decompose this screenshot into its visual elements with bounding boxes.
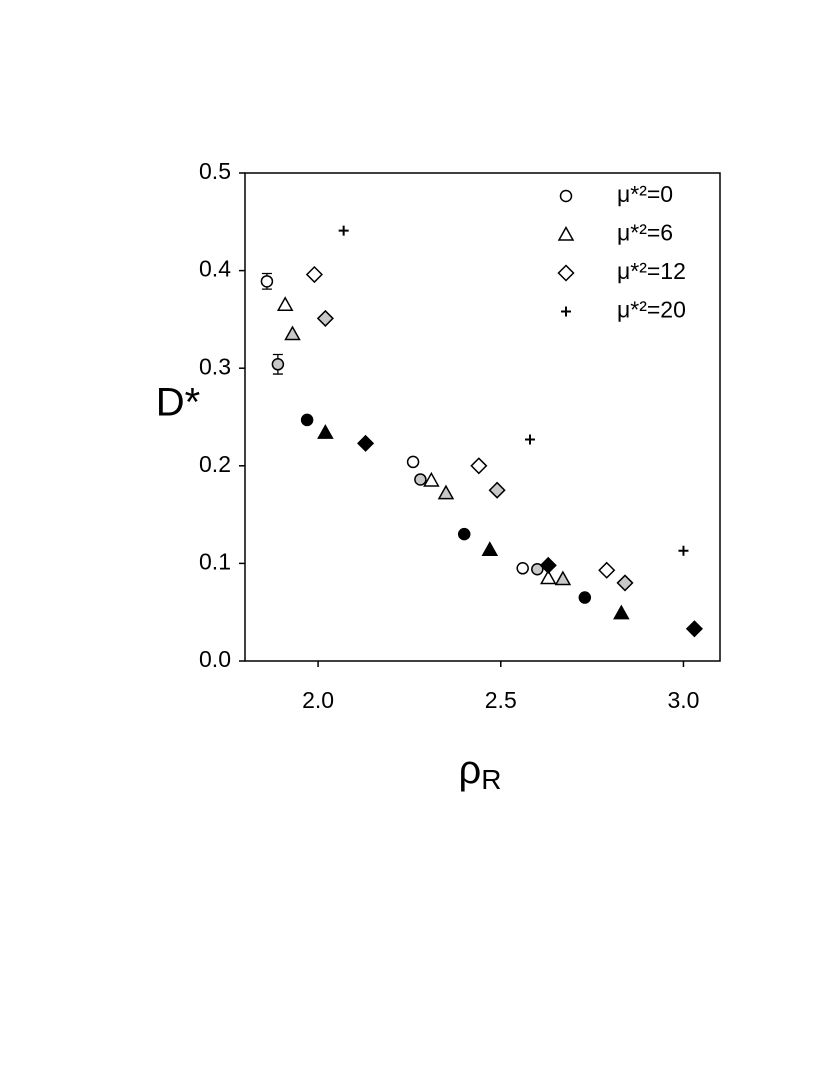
point	[300, 413, 314, 427]
point	[406, 455, 420, 469]
point	[423, 471, 440, 487]
legend-label: μ*²=6	[617, 220, 673, 246]
y-tick-label: 0.1	[199, 548, 231, 574]
plot-frame	[244, 172, 721, 662]
point	[685, 620, 703, 638]
point	[305, 265, 323, 284]
y-tick-label: 0.2	[199, 451, 231, 477]
x-tick-label: 2.0	[302, 687, 334, 713]
point	[616, 574, 634, 592]
point	[598, 561, 616, 579]
point	[613, 604, 630, 620]
legend-marker	[557, 264, 575, 282]
y-tick-label: 0.5	[199, 158, 231, 184]
legend-label: μ*²=12	[617, 258, 686, 284]
point	[316, 309, 334, 327]
point	[457, 527, 471, 541]
point	[525, 434, 535, 445]
y-axis-label: D*	[156, 381, 200, 425]
point	[554, 570, 572, 586]
x-tick-label: 3.0	[667, 687, 699, 713]
legend-label: μ*²=20	[617, 297, 686, 323]
point	[357, 434, 375, 452]
legend-label: μ*²=0	[617, 181, 673, 207]
point	[437, 484, 455, 500]
x-axis-label-main: ρ	[459, 748, 482, 792]
point	[516, 562, 529, 575]
point	[338, 225, 349, 236]
point	[578, 591, 592, 604]
legend-marker	[561, 306, 571, 317]
y-tick-label: 0.0	[199, 646, 231, 672]
point	[276, 296, 294, 312]
point	[271, 358, 285, 371]
legend-marker	[559, 189, 573, 203]
point	[470, 457, 488, 475]
x-axis-label: ρR	[459, 748, 502, 796]
point	[414, 473, 427, 486]
point	[481, 541, 499, 556]
point	[260, 275, 274, 288]
y-tick-label: 0.3	[199, 353, 231, 379]
point	[539, 556, 557, 574]
point	[317, 424, 334, 439]
point	[488, 481, 506, 499]
legend-marker	[557, 225, 575, 241]
x-axis-label-sub: R	[481, 764, 501, 795]
point	[531, 563, 544, 576]
y-tick-label: 0.4	[199, 256, 231, 282]
point	[678, 545, 689, 556]
x-tick-label: 2.5	[485, 687, 517, 713]
point	[284, 325, 301, 341]
point	[539, 569, 557, 585]
